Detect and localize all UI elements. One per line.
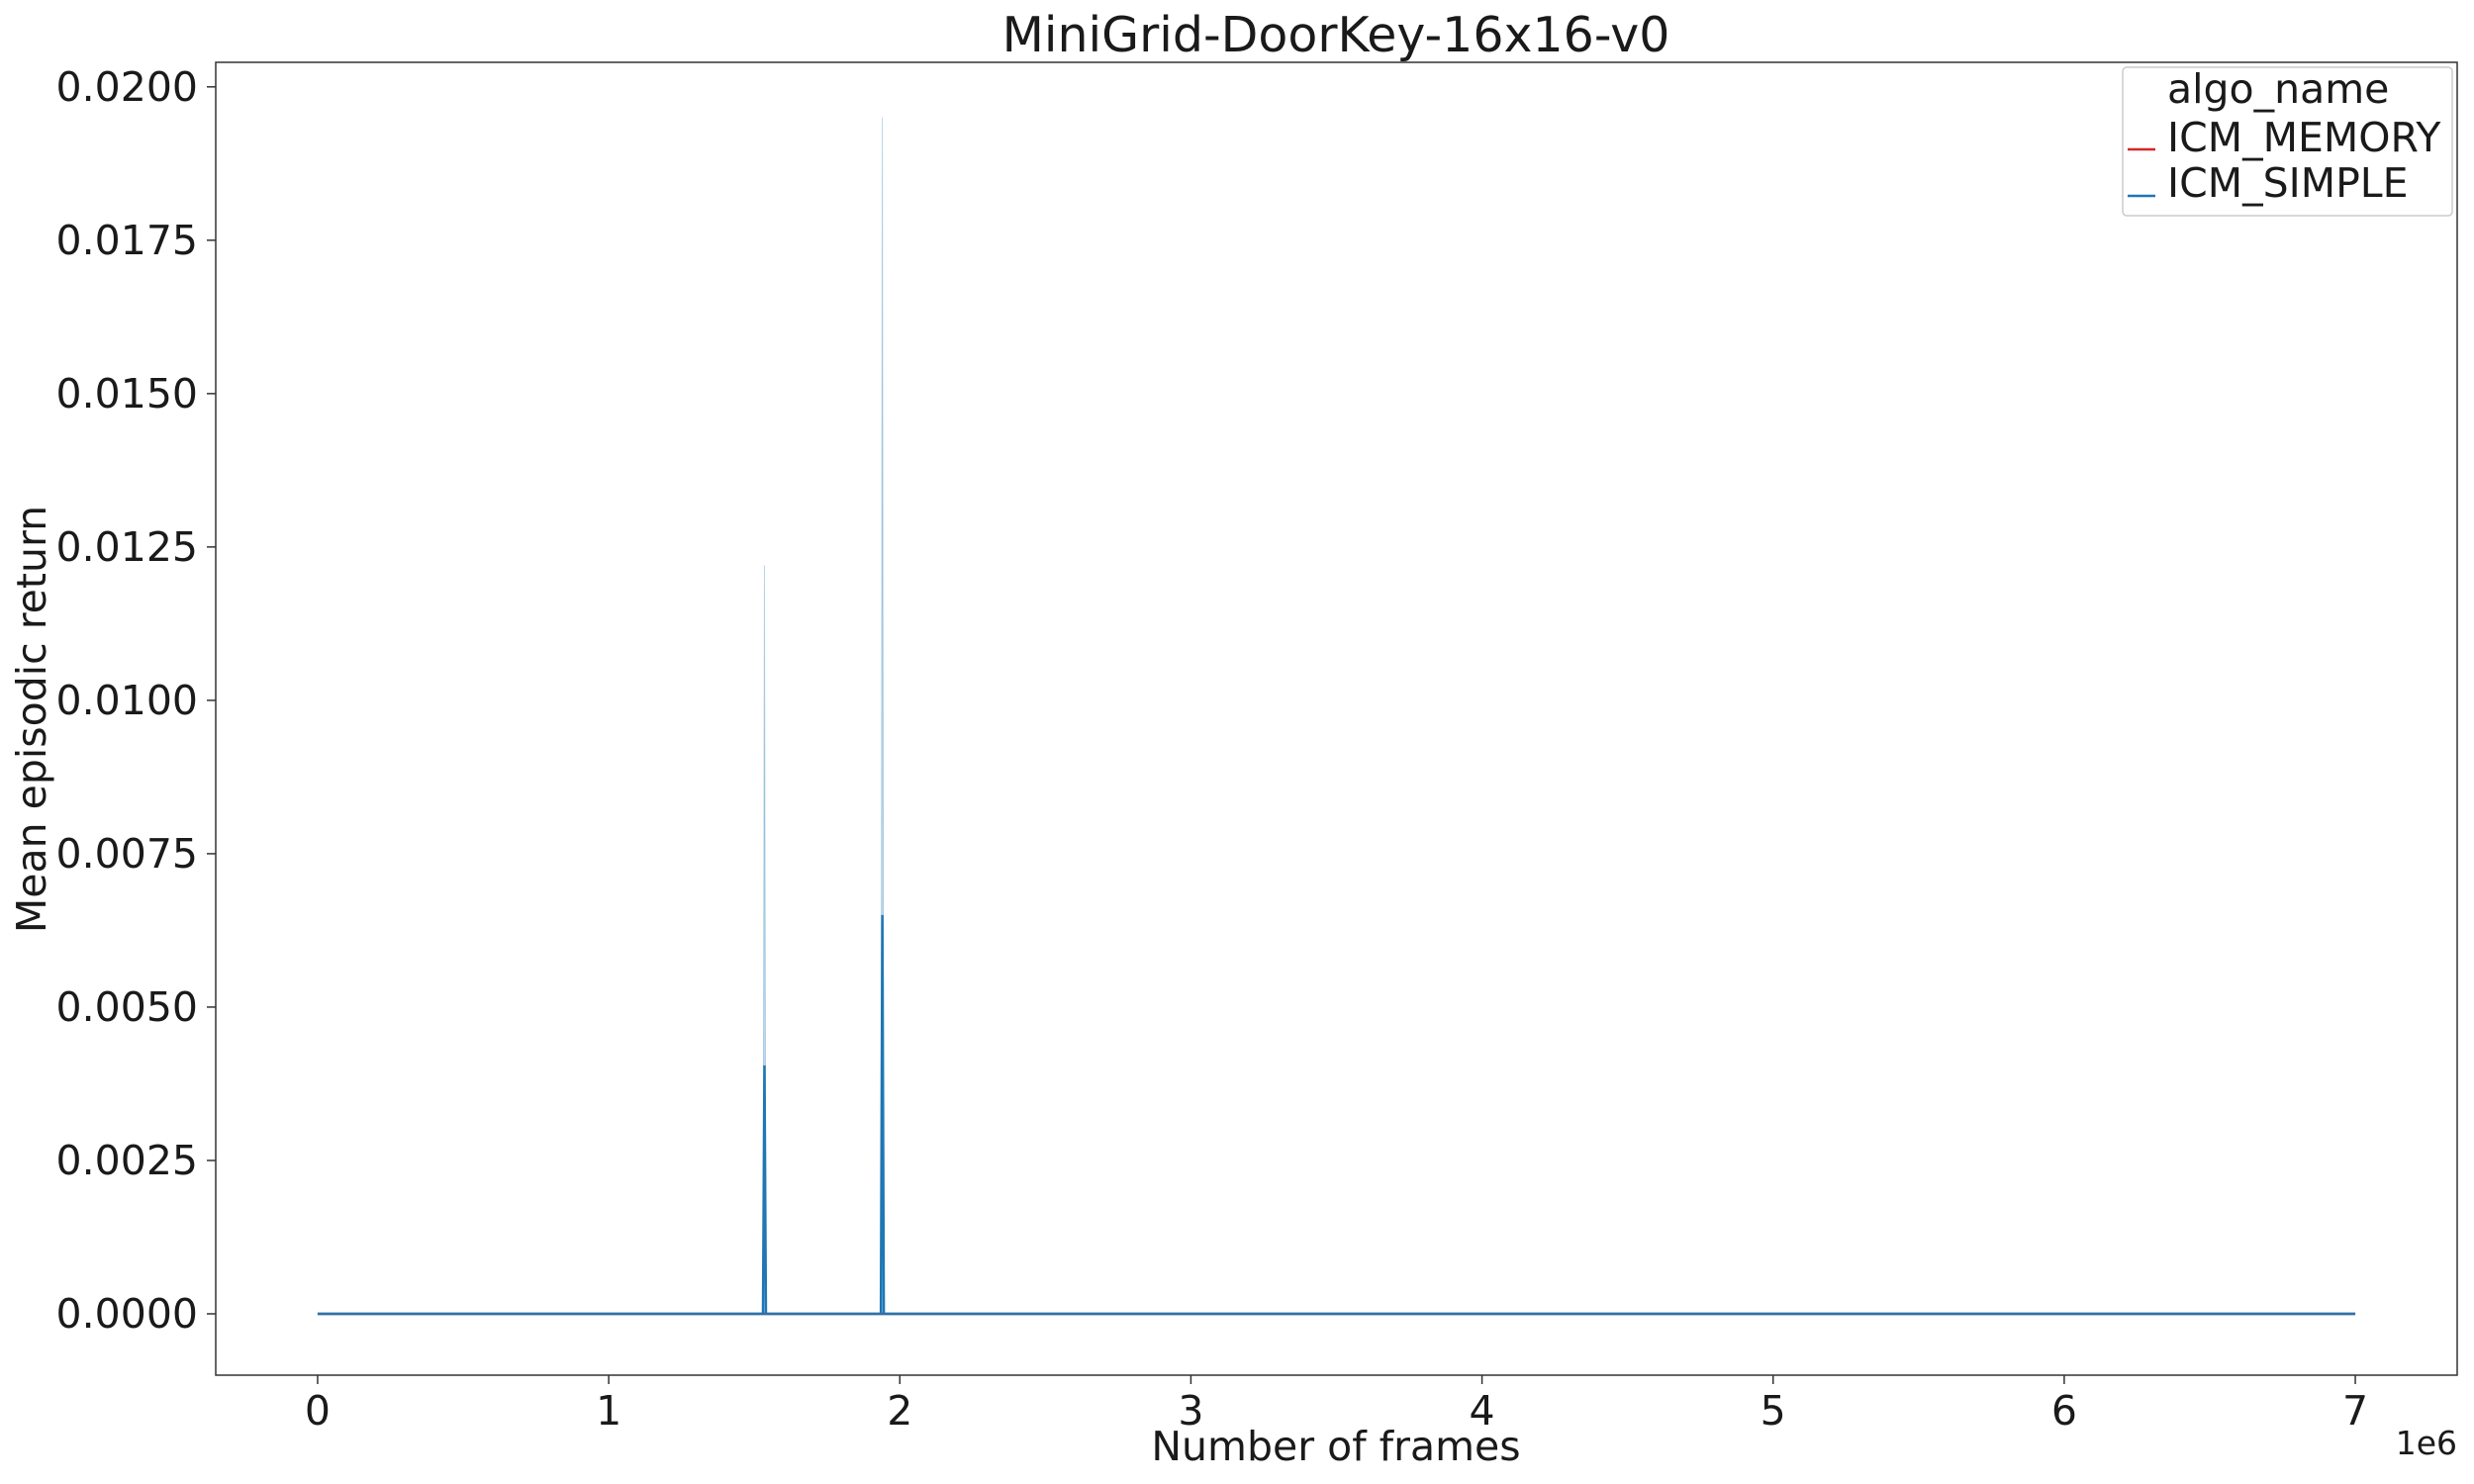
x-tick-label: 7 <box>2342 1387 2368 1435</box>
plot-area <box>215 61 2458 1376</box>
legend-box <box>2122 66 2453 217</box>
series-line-icm-simple <box>317 914 2356 1316</box>
y-axis-label: Mean episodic return <box>8 506 55 933</box>
y-tick-label: 0.0025 <box>56 1137 198 1184</box>
y-tick-label: 0.0100 <box>56 677 198 724</box>
y-tick-label: 0.0200 <box>56 63 198 111</box>
y-tick-label: 0.0000 <box>56 1290 198 1338</box>
x-axis-label: Number of frames <box>1151 1423 1520 1470</box>
x-tick-label: 2 <box>887 1387 912 1435</box>
x-axis-offset-label: 1e6 <box>2396 1424 2457 1462</box>
y-tick-label: 0.0125 <box>56 523 198 571</box>
y-tick-label: 0.0175 <box>56 217 198 264</box>
series-lines <box>317 914 2356 1316</box>
y-tick-label: 0.0150 <box>56 370 198 417</box>
x-tick-label: 5 <box>1760 1387 1786 1435</box>
x-tick-label: 0 <box>305 1387 331 1435</box>
y-tick-label: 0.0075 <box>56 830 198 878</box>
legend-title: algo_name <box>2167 65 2389 113</box>
x-axis-ticks: 0 1 2 3 4 5 6 7 <box>305 1375 2368 1435</box>
x-tick-label: 3 <box>1178 1387 1203 1435</box>
chart-title: MiniGrid-DoorKey-16x16-v0 <box>1002 7 1670 63</box>
y-axis-ticks: 0.0000 0.0025 0.0050 0.0075 0.0100 0.0125 0.01… <box>56 63 216 1338</box>
legend-label-icm-simple: ICM_SIMPLE <box>2167 159 2409 207</box>
x-tick-label: 6 <box>2051 1387 2077 1435</box>
legend: algo_name ICM_MEMORY ICM_SIMPLE <box>2122 65 2453 217</box>
legend-label-icm-memory: ICM_MEMORY <box>2167 114 2441 161</box>
x-tick-label: 1 <box>596 1387 621 1435</box>
x-tick-label: 4 <box>1470 1387 1495 1435</box>
y-tick-label: 0.0050 <box>56 983 198 1031</box>
